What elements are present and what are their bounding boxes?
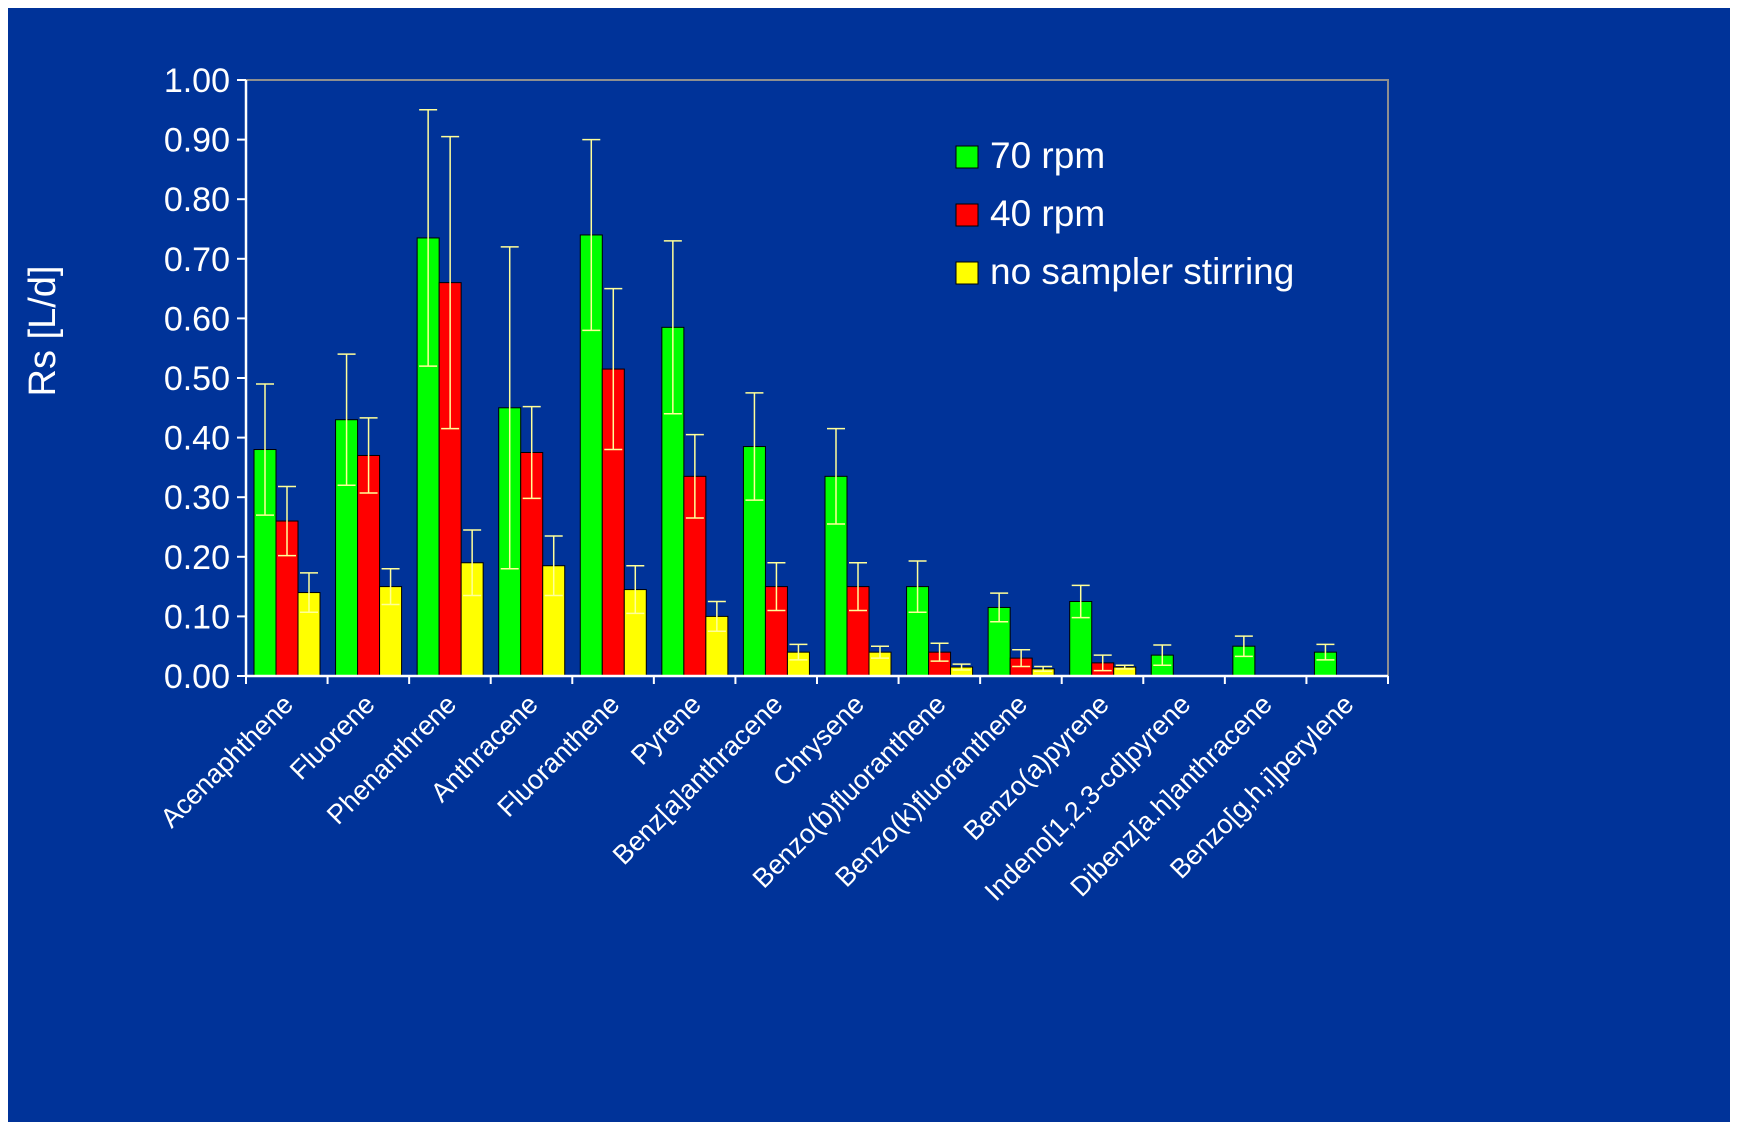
y-tick-label: 0.50 — [164, 360, 230, 398]
bar-chart: 0.00 0.10 0.20 0.30 0.40 0.50 0.60 0.70 0.80 0.90… — [22, 62, 1389, 907]
x-tick-label: Acenaphthene — [155, 689, 299, 833]
y-tick-label: 0.10 — [164, 598, 230, 636]
y-tick-label: 0.00 — [164, 658, 230, 696]
legend-swatch — [955, 261, 979, 285]
y-tick-label: 0.60 — [164, 300, 230, 338]
y-tick-label: 0.20 — [164, 539, 230, 577]
y-tick-label: 0.70 — [164, 241, 230, 279]
y-tick-label: 1.00 — [164, 62, 230, 100]
y-tick-label: 0.30 — [164, 479, 230, 517]
legend-swatch — [955, 203, 979, 227]
chart-slide: 0.00 0.10 0.20 0.30 0.40 0.50 0.60 0.70 0.80 0.90… — [8, 8, 1730, 1122]
legend-label: 40 rpm — [990, 193, 1105, 234]
y-tick-label: 0.80 — [164, 181, 230, 219]
legend-label: no sampler stirring — [990, 251, 1294, 292]
plot-border — [246, 79, 1389, 676]
x-tick-label: Benzo(a)pyrene — [958, 689, 1115, 846]
y-tick-label: 0.90 — [164, 122, 230, 160]
y-axis-label: Rs [L/d] — [22, 266, 64, 397]
legend-swatch — [955, 145, 979, 169]
y-tick-label: 0.40 — [164, 420, 230, 458]
legend: 70 rpm 40 rpm no sampler stirring — [955, 135, 1294, 292]
legend-label: 70 rpm — [990, 135, 1105, 176]
x-tick-label: Pyrene — [625, 689, 707, 771]
